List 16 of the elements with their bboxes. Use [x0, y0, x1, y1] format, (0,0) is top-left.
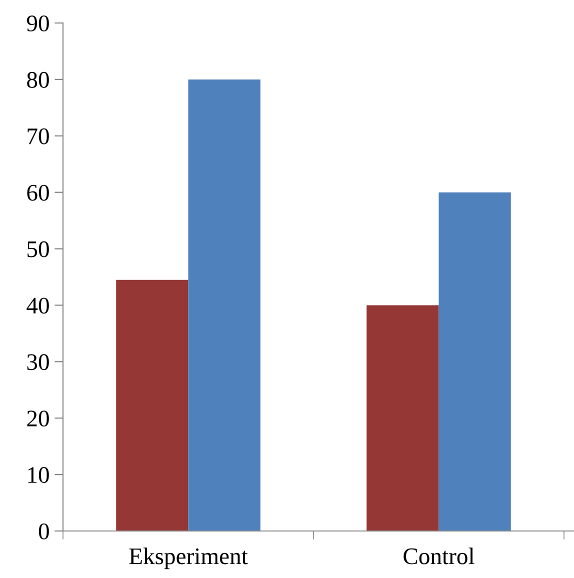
y-tick-label: 80 — [27, 72, 49, 88]
y-tick-label: 50 — [28, 241, 49, 258]
y-tick-label: 60 — [27, 184, 49, 201]
y-tick-label: 90 — [26, 15, 49, 32]
x-tick-label: Control — [404, 548, 474, 564]
y-tick-label: 40 — [26, 298, 49, 314]
bar — [438, 192, 511, 531]
y-tick-label: 30 — [27, 354, 49, 370]
bar — [366, 305, 439, 531]
y-tick-label: 0 — [38, 523, 49, 540]
y-tick-label: 10 — [28, 467, 49, 483]
y-tick-label: 70 — [28, 128, 49, 144]
y-tick-label: 20 — [27, 410, 49, 427]
bar — [116, 280, 188, 531]
x-tick-label: Eksperiment — [129, 548, 248, 570]
bar — [188, 79, 260, 531]
